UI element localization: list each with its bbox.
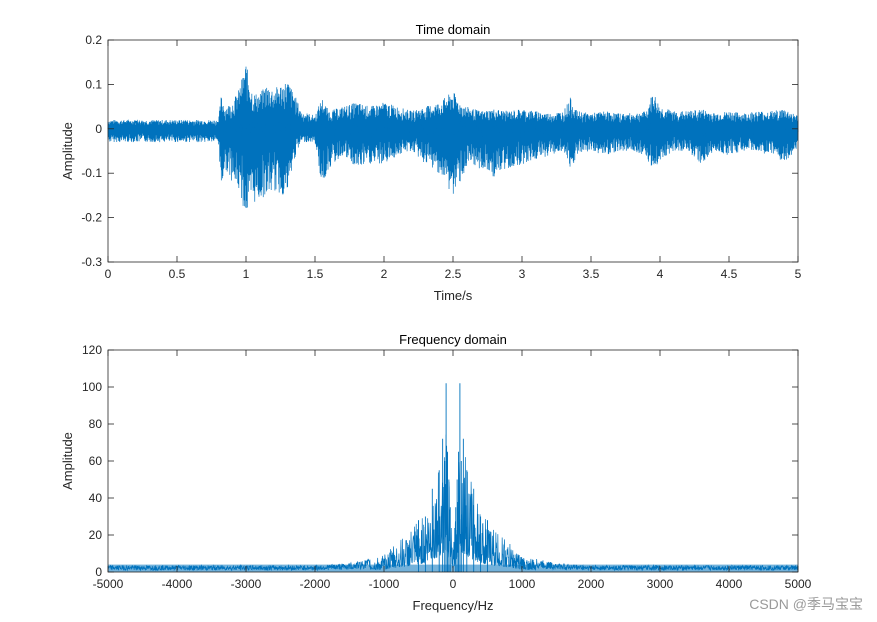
x-tick-label: 5 (795, 267, 802, 281)
x-tick-label: 0 (105, 267, 112, 281)
x-tick-label: 4000 (716, 577, 743, 591)
time-domain-xlabel: Time/s (434, 288, 473, 303)
x-tick-label: -4000 (162, 577, 193, 591)
x-tick-label: 0.5 (169, 267, 186, 281)
x-tick-label: 2.5 (445, 267, 462, 281)
x-tick-label: 2000 (578, 577, 605, 591)
x-tick-label: 4.5 (721, 267, 738, 281)
y-tick-label: -0.1 (81, 166, 102, 180)
x-tick-label: 0 (450, 577, 457, 591)
x-tick-label: 1.5 (307, 267, 324, 281)
y-tick-label: 0.1 (85, 77, 102, 91)
y-tick-label: 20 (89, 528, 103, 542)
time-domain-series-line (107, 66, 799, 208)
x-tick-label: 3000 (647, 577, 674, 591)
frequency-domain-ylabel: Amplitude (60, 432, 75, 490)
x-tick-label: -5000 (93, 577, 124, 591)
frequency-domain-plot-area (108, 350, 798, 572)
x-tick-label: 4 (657, 267, 664, 281)
frequency-domain-axes: -5000 -4000 -3000 -2000 -1000 0 1000 2000 3000 40… (60, 332, 812, 613)
time-domain-title: Time domain (416, 22, 491, 37)
csdn-watermark: CSDN @季马宝宝 (749, 596, 863, 612)
y-tick-label: -0.3 (81, 255, 102, 269)
y-tick-label: 40 (89, 491, 103, 505)
frequency-domain-ticks: -5000 -4000 -3000 -2000 -1000 0 1000 2000 3000 40… (82, 343, 812, 591)
x-tick-label: 1 (243, 267, 250, 281)
time-domain-trace (107, 66, 799, 208)
y-tick-label: -0.2 (81, 211, 102, 225)
x-tick-label: -3000 (231, 577, 262, 591)
time-domain-ylabel: Amplitude (60, 122, 75, 180)
y-tick-label: 0 (95, 565, 102, 579)
y-tick-label: 0.2 (85, 33, 102, 47)
frequency-domain-title: Frequency domain (399, 332, 507, 347)
y-tick-label: 60 (89, 454, 103, 468)
x-tick-label: 5000 (785, 577, 812, 591)
time-domain-noise-band (107, 119, 799, 139)
time-domain-ticks: 0 0.5 1 1.5 2 2.5 3 3.5 4 4.5 5 -0.3 -0.2 -0.1 0 0.1 0.2 (81, 33, 801, 281)
x-tick-label: -1000 (369, 577, 400, 591)
x-tick-label: 3.5 (583, 267, 600, 281)
y-tick-label: 120 (82, 343, 102, 357)
y-tick-label: 100 (82, 380, 102, 394)
y-tick-label: 80 (89, 417, 103, 431)
x-tick-label: -2000 (300, 577, 331, 591)
x-tick-label: 1000 (509, 577, 536, 591)
time-domain-axes: 0 0.5 1 1.5 2 2.5 3 3.5 4 4.5 5 -0.3 -0.2 -0.1 0 0.1 0.2… (60, 22, 802, 303)
y-tick-label: 0 (95, 122, 102, 136)
x-tick-label: 2 (381, 267, 388, 281)
x-tick-label: 3 (519, 267, 526, 281)
frequency-domain-xlabel: Frequency/Hz (413, 598, 494, 613)
